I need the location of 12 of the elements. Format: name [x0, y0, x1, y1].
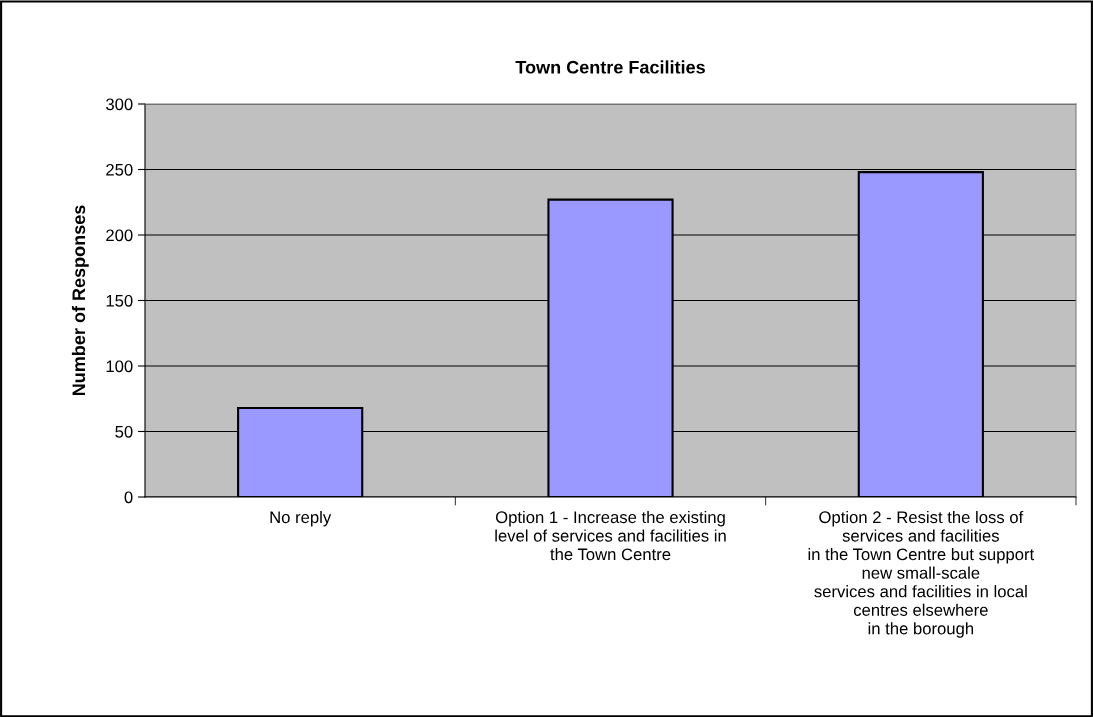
- y-tick-label: 0: [124, 491, 133, 504]
- y-tick-label: 300: [106, 98, 133, 111]
- y-tick-label: 100: [106, 360, 133, 373]
- y-tick-label: 50: [115, 425, 133, 438]
- x-tick-label: Option 1 - Increase the existing level of services and facilities in the Town Centre: [495, 510, 726, 561]
- y-axis-title: Number of Responses: [71, 205, 89, 396]
- x-tick-label: No reply: [270, 510, 332, 527]
- x-tick-label: Option 2 - Resist the loss of services and facilities in the Town Centre but support new small-scale services and facilities in local centres elsewhere in the borough: [808, 510, 1035, 638]
- y-tick-label: 250: [106, 163, 133, 176]
- chart-title: Town Centre Facilities: [515, 60, 705, 74]
- y-tick-label: 150: [106, 294, 133, 307]
- y-tick-label: 200: [106, 229, 133, 242]
